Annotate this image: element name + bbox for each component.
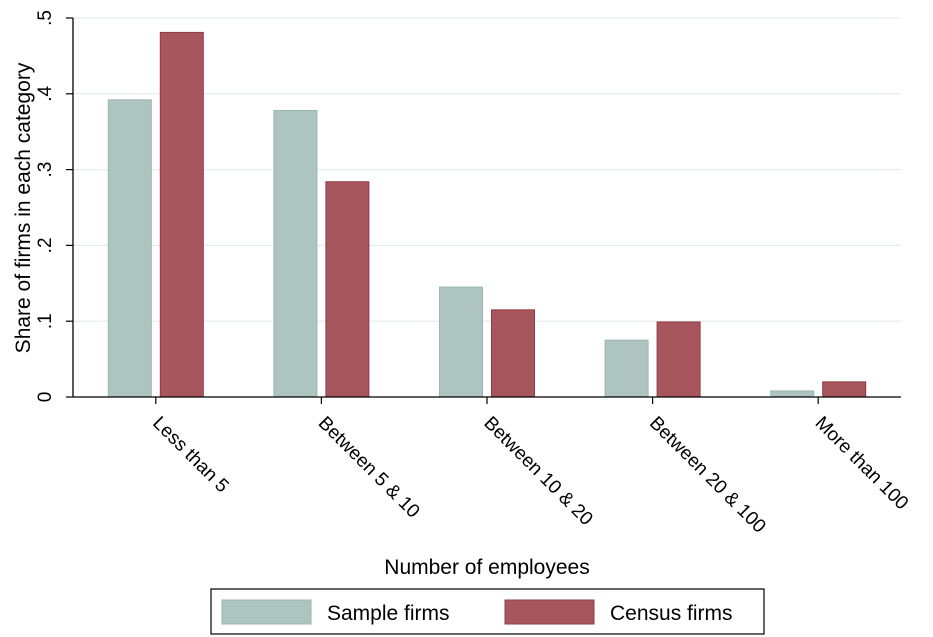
- x-tick-label: Between 10 & 20: [479, 413, 596, 530]
- bar-sample-firms: [107, 99, 152, 398]
- bar-sample-firms: [770, 390, 815, 398]
- x-axis-ticks: Less than 5 Between 5 & 10 Between 10 & 20…: [148, 397, 912, 537]
- y-tick-label: .2: [35, 237, 56, 253]
- legend-label-census: Census firms: [610, 602, 733, 625]
- y-axis-ticks: 0 .1 .2 .3 .4 .5: [35, 10, 73, 402]
- y-tick-label: .1: [35, 313, 56, 329]
- bar-census-firms: [822, 381, 867, 398]
- bar-sample-firms: [273, 109, 318, 398]
- bar-census-firms: [491, 309, 535, 398]
- gridlines: [73, 17, 901, 322]
- y-axis-title: Share of firms in each category: [12, 62, 35, 353]
- x-axis-title: Number of employees: [384, 556, 589, 579]
- y-tick-label: .3: [35, 162, 56, 178]
- legend-swatch-sample: [221, 599, 312, 625]
- x-tick-label: Less than 5: [148, 413, 232, 497]
- legend-swatch-census: [504, 599, 595, 625]
- y-tick-label: .5: [35, 10, 56, 26]
- bar-census-firms: [325, 181, 370, 398]
- legend: Sample firms Census firms: [210, 588, 765, 635]
- bars: [107, 31, 867, 398]
- x-tick-label: Between 20 & 100: [645, 413, 770, 538]
- legend-label-sample: Sample firms: [327, 602, 450, 625]
- x-tick-label: Between 5 & 10: [314, 413, 424, 523]
- bar-sample-firms: [439, 286, 483, 398]
- bar-census-firms: [656, 321, 701, 398]
- y-tick-label: 0: [35, 392, 56, 403]
- bar-census-firms: [159, 31, 204, 398]
- bar-sample-firms: [604, 339, 649, 398]
- legend-box: [210, 588, 765, 635]
- y-tick-label: .4: [35, 85, 56, 101]
- x-tick-label: More than 100: [811, 413, 912, 514]
